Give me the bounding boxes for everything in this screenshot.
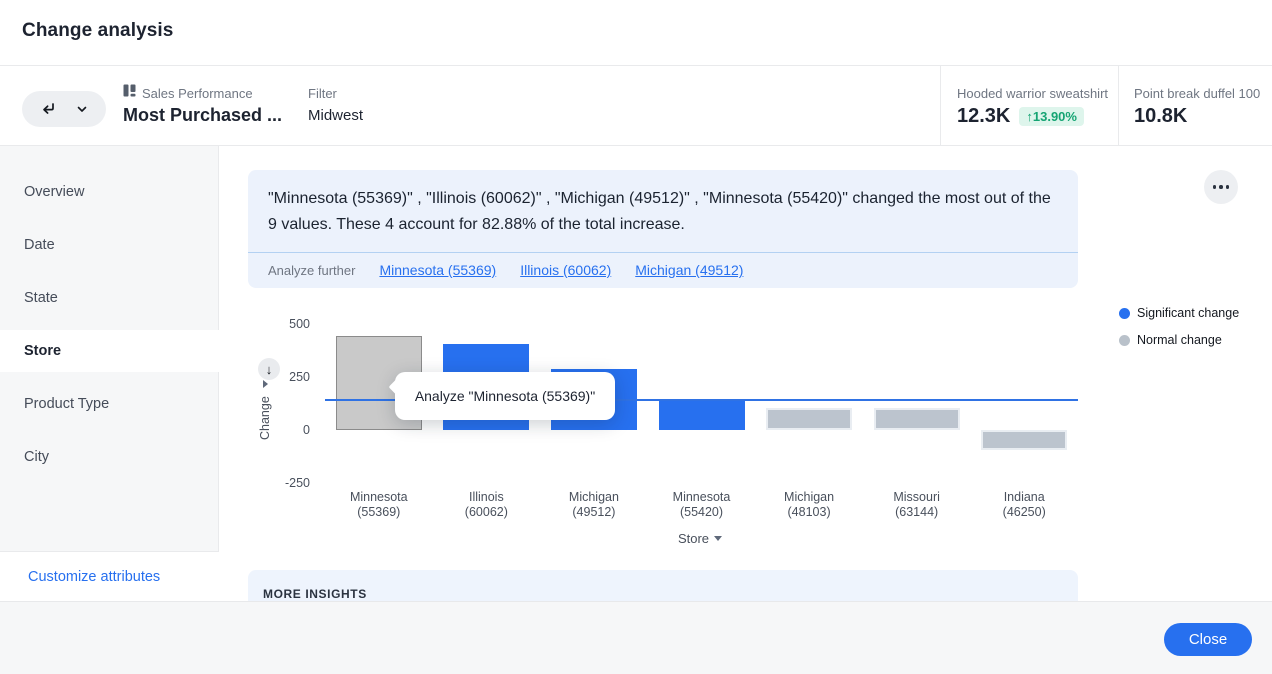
x-axis-label: Minnesota (55420) [672,490,731,519]
toolbar-divider [1118,66,1119,146]
main-content: "Minnesota (55369)" , "Illinois (60062)"… [220,146,1272,601]
sidebar-item-overview[interactable]: Overview [24,184,85,200]
dialog-header: Change analysis [0,0,1272,66]
y-tick-label: 500 [289,317,310,331]
back-arrow-icon[interactable] [39,100,57,118]
legend-label: Significant change [1137,306,1240,320]
bar-indiana-46250[interactable] [981,430,1068,451]
y-tick-label: -250 [284,476,310,490]
filter-block: Filter Midwest [308,86,363,124]
reference-line [325,399,1078,402]
source-name: Sales Performance [142,85,253,101]
back-button[interactable] [22,91,106,127]
insight-text: "Minnesota (55369)" , "Illinois (60062)"… [268,190,1051,233]
kpi-label: Hooded warrior sweatshirt [957,86,1109,101]
sort-descending-button[interactable]: ↓ [258,358,280,380]
source-block: Sales Performance Most Purchased ... [123,84,282,126]
answer-title: Most Purchased ... [123,105,283,125]
x-axis-label: Missouri (63144) [893,490,940,519]
sidebar-item-product-type[interactable]: Product Type [24,396,110,412]
analyze-link-minnesota-55369[interactable]: Minnesota (55369) [379,262,497,278]
sidebar-footer: Customize attributes [0,551,219,601]
bar-missouri-63144[interactable] [873,407,960,430]
chevron-down-icon[interactable] [75,102,89,116]
kpi-delta-badge: ↑13.90% [1019,107,1084,126]
x-axis-title-text: Store [677,531,710,546]
kpi-primary: Hooded warrior sweatshirt 12.3K ↑13.90% [957,86,1108,128]
insight-box: "Minnesota (55369)" , "Illinois (60062)"… [248,170,1078,288]
bar-minnesota-55420[interactable] [658,400,745,430]
y-axis-caret-icon [263,380,268,388]
insight-actions: Analyze further Minnesota (55369) Illino… [248,253,1078,288]
legend-dot-icon [1119,334,1130,346]
toolbar-divider [940,66,941,146]
analyze-tooltip[interactable]: Analyze "Minnesota (55369)" [388,372,615,420]
chart-panel: ↓ Change Store 500 250 0 -250 Minnesota (5536… [248,300,1078,560]
kpi-secondary: Point break duffel 100 10.8K [1134,86,1260,128]
x-axis-label: Michigan (48103) [784,490,835,519]
sidebar-item-city[interactable]: City [24,449,49,465]
x-axis-label: Michigan (49512) [568,490,619,519]
kpi-value: 12.3K [957,105,1011,127]
dialog-footer: Close [0,601,1272,674]
kpi-value: 10.8K [1134,105,1188,127]
x-axis-label: Illinois (60062) [464,490,508,519]
attribute-sidebar: Overview Date State Store Product Type C… [0,146,235,601]
kpi-label: Point break duffel 100 [1134,86,1261,101]
bar-michigan-48103[interactable] [766,407,853,430]
legend-item-normal-change[interactable]: Normal change [1119,333,1239,347]
filter-value: Midwest [308,107,364,124]
insight-separator [248,252,1078,253]
sidebar-item-date[interactable]: Date [24,237,55,253]
legend-label: Normal change [1137,333,1222,347]
more-options-button[interactable] [1204,170,1238,204]
analyze-link-michigan-49512[interactable]: Michigan (49512) [635,262,744,278]
x-axis-title[interactable]: Store [625,531,775,546]
chart-legend: Significant change Normal change [1119,306,1239,347]
close-button[interactable]: Close [1164,623,1252,656]
x-axis-label: Minnesota (55369) [349,490,408,519]
liveboard-icon [123,84,136,102]
y-tick-label: 250 [289,370,310,384]
tooltip-text: Analyze "Minnesota (55369)" [414,388,596,404]
x-axis-caret-icon [714,536,723,541]
toolbar: Sales Performance Most Purchased ... Fil… [0,66,1272,146]
sidebar-item-state[interactable]: State [24,290,58,306]
analyze-further-label: Analyze further [268,262,356,278]
more-insights-section: MORE INSIGHTS [248,570,1078,601]
more-insights-title: MORE INSIGHTS [263,587,367,601]
page-title: Change analysis [22,20,174,41]
sidebar-item-store[interactable]: Store [0,330,235,372]
x-axis-label: Indiana (46250) [1002,490,1046,519]
customize-attributes-link[interactable]: Customize attributes [28,568,161,585]
legend-item-significant-change[interactable]: Significant change [1119,306,1239,320]
analyze-link-illinois-60062[interactable]: Illinois (60062) [520,262,612,278]
legend-dot-icon [1119,307,1130,319]
y-tick-label: 0 [303,423,310,437]
filter-label: Filter [308,86,337,101]
